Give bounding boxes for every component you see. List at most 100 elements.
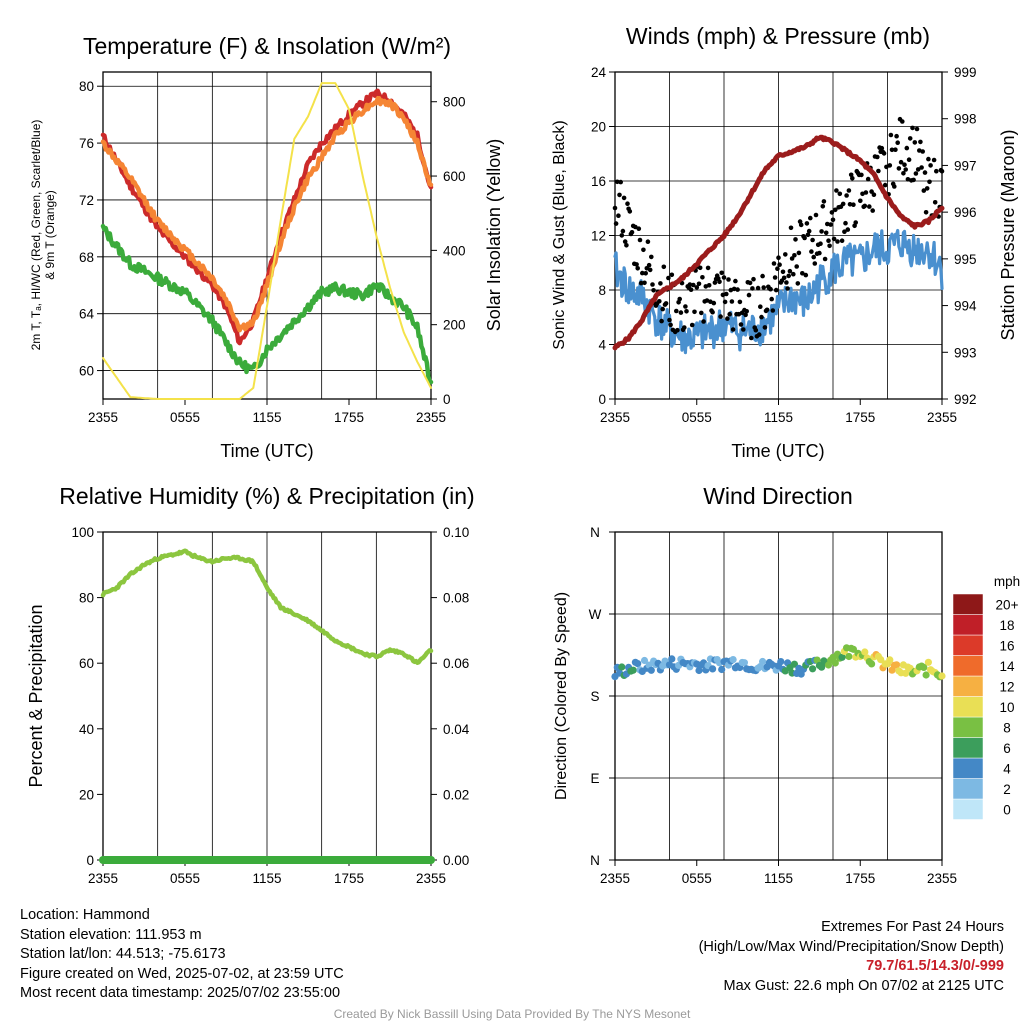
dir-xtick-label: 1755 <box>845 871 875 886</box>
gust-point <box>727 311 732 317</box>
gust-point <box>761 285 766 290</box>
gust-point <box>892 184 897 189</box>
rh-ytick-label: 100 <box>71 525 94 540</box>
gust-point <box>643 271 648 276</box>
gust-point <box>844 193 849 198</box>
rh-xtick-label: 2355 <box>88 871 118 886</box>
gust-point <box>770 308 776 313</box>
colorbar-title: mph <box>994 574 1020 589</box>
gust-point <box>896 166 902 171</box>
gust-point <box>863 190 869 195</box>
gust-point <box>721 275 727 280</box>
gust-point <box>870 208 875 213</box>
gust-point <box>710 309 715 315</box>
rh-ytick-label: 40 <box>79 722 94 737</box>
winds-rtick-label: 999 <box>954 65 977 80</box>
gust-point <box>792 253 797 258</box>
gust-point <box>821 199 827 204</box>
gust-point <box>688 287 694 293</box>
location-label: Location: Hammond <box>20 907 150 923</box>
temp-rtick-label: 800 <box>443 95 466 110</box>
gust-point <box>913 171 919 176</box>
winds-ylabel-left: Sonic Wind & Gust (Blue, Black) <box>551 120 568 349</box>
gust-point <box>831 236 837 242</box>
gust-point <box>851 202 856 207</box>
gust-point <box>902 162 907 167</box>
gust-point <box>906 157 912 162</box>
gust-point <box>794 264 799 269</box>
gust-point <box>684 309 689 314</box>
gust-point <box>629 230 635 235</box>
dir-point <box>647 666 655 674</box>
dir-point <box>790 660 799 668</box>
gust-point <box>901 171 906 176</box>
gust-point <box>689 322 695 328</box>
colorbar-label: 0 <box>1003 802 1011 817</box>
gust-point <box>771 261 777 266</box>
gust-point <box>904 145 910 151</box>
gust-point <box>850 176 855 181</box>
gust-point <box>879 145 885 151</box>
colorbar-swatch <box>952 614 984 636</box>
temp-xlabel: Time (UTC) <box>220 441 313 461</box>
gust-point <box>805 232 811 238</box>
dir-frame: 2355 0555 1155 1755 2355 <box>600 531 957 886</box>
colorbar-label: 12 <box>999 679 1014 694</box>
elevation-label: Station elevation: 111.953 m <box>20 926 202 943</box>
temp-ylabel-left-2: & 9m T (Orange) <box>43 190 57 280</box>
gust-point <box>616 213 621 218</box>
temp-ytick-label: 72 <box>79 193 94 208</box>
colorbar-label: 20+ <box>996 597 1019 612</box>
gust-point <box>911 177 916 183</box>
gust-point <box>668 322 673 328</box>
gust-point <box>646 262 652 268</box>
winds-ytick-label: 8 <box>598 283 606 298</box>
dir-point <box>777 658 785 666</box>
dir-ytick-label: S <box>590 689 599 704</box>
dir-point <box>640 656 649 665</box>
dir-ytick-label: N <box>590 525 600 540</box>
gust-point <box>927 179 932 185</box>
credit-text: Created By Nick Bassill Using Data Provi… <box>333 1007 691 1021</box>
colorbar-swatch <box>952 593 984 615</box>
max-gust-label: Max Gust: 22.6 mph On 07/02 at 2125 UTC <box>723 977 1004 994</box>
gust-point <box>749 335 754 341</box>
rh-ytick-label: 20 <box>79 787 94 802</box>
rh-frame: 0 20 40 60 80 100 0.00 0.02 0.04 0.06 0.08 0.10 2355… <box>71 525 469 886</box>
gust-point <box>827 243 832 249</box>
gust-point <box>747 280 753 286</box>
gust-point <box>759 314 764 320</box>
gust-point <box>876 168 881 174</box>
gust-point <box>622 239 628 244</box>
winds-series-pressure <box>612 134 945 351</box>
gust-point <box>674 308 679 314</box>
gust-point <box>921 188 927 193</box>
gust-point <box>903 167 908 172</box>
gust-point <box>618 179 623 185</box>
temp-xtick-label: 1155 <box>252 410 281 425</box>
gust-point <box>788 225 794 231</box>
gust-point <box>726 277 731 282</box>
winds-xlabel: Time (UTC) <box>731 441 824 461</box>
gust-point <box>641 247 646 253</box>
colorbar-swatch <box>952 778 984 800</box>
winds-panel-title: Winds (mph) & Pressure (mb) <box>626 23 930 49</box>
winds-ytick-label: 16 <box>591 174 606 189</box>
extremes-values: 79.7/61.5/14.3/0/-999 <box>866 958 1004 974</box>
temp-series-dewpoint <box>100 223 434 385</box>
winds-frame: 0 4 8 12 16 20 24 992 993 994 995 996 997 998 999 2355 0… <box>591 65 977 425</box>
dir-point <box>893 661 901 669</box>
gust-point <box>811 254 816 260</box>
gust-point <box>823 230 829 236</box>
winds-rtick-label: 994 <box>954 299 977 314</box>
gust-point <box>667 317 672 323</box>
gust-point <box>729 299 735 304</box>
gust-point <box>819 229 824 234</box>
gust-point <box>769 296 774 302</box>
gust-point <box>737 299 743 305</box>
dir-point <box>695 666 703 675</box>
gust-point <box>694 285 700 290</box>
gust-point <box>724 291 729 297</box>
gust-point <box>638 280 644 286</box>
